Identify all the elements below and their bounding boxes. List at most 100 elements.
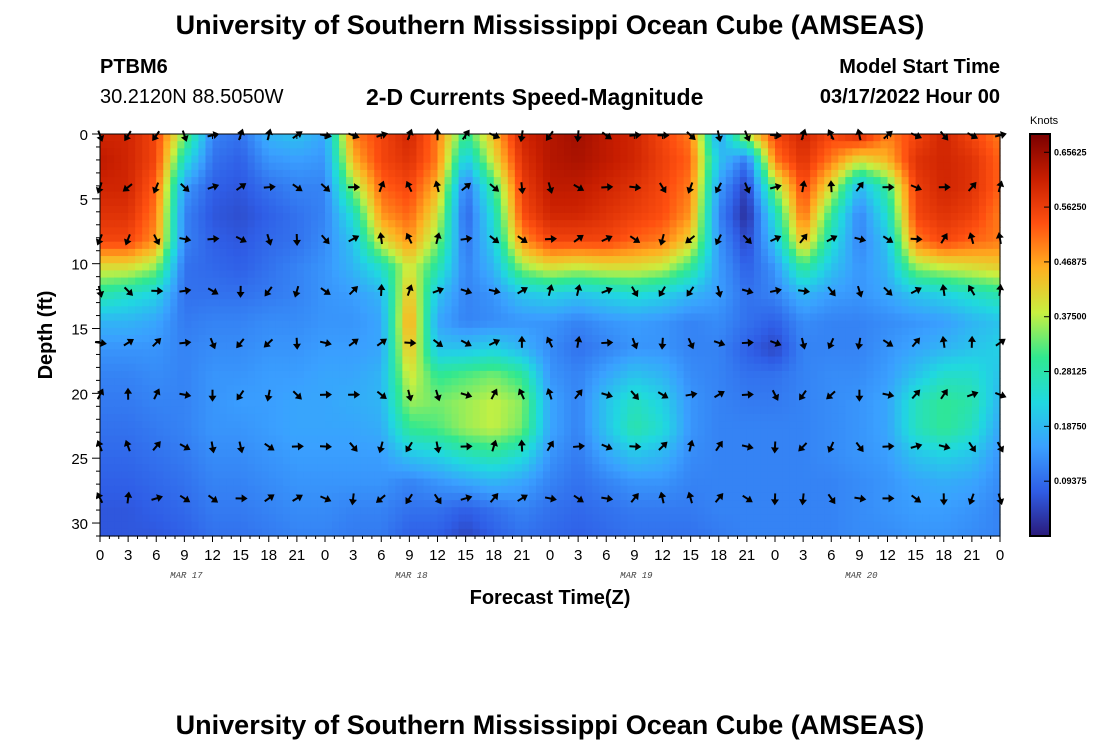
heatmap-cell <box>929 399 938 408</box>
heatmap-cell <box>838 191 846 200</box>
heatmap-cell <box>683 248 692 257</box>
heatmap-cell <box>557 363 565 372</box>
heatmap-cell <box>521 148 530 157</box>
heatmap-cell <box>535 191 544 200</box>
heatmap-cell <box>620 320 628 329</box>
heatmap-cell <box>339 155 347 164</box>
heatmap-cell <box>156 327 164 336</box>
heatmap-cell <box>268 385 277 394</box>
heatmap-cell <box>585 291 593 300</box>
heatmap-cell <box>282 148 291 157</box>
heatmap-cell <box>606 306 614 315</box>
heatmap-cell <box>845 342 853 350</box>
heatmap-cell <box>325 205 333 214</box>
heatmap-cell <box>620 263 628 271</box>
heatmap-cell <box>824 349 832 358</box>
heatmap-cell <box>950 134 959 142</box>
heatmap-cell <box>760 363 769 372</box>
heatmap-cell <box>704 356 713 365</box>
heatmap-cell <box>128 284 136 293</box>
heatmap-cell <box>381 406 389 415</box>
heatmap-cell <box>121 356 129 365</box>
heatmap-cell <box>205 291 214 300</box>
heatmap-cell <box>388 191 396 200</box>
heatmap-cell <box>465 191 474 200</box>
heatmap-cell <box>521 191 530 200</box>
heatmap-cell <box>943 177 952 185</box>
heatmap-cell <box>240 392 249 401</box>
heatmap-cell <box>521 291 530 300</box>
heatmap-cell <box>346 198 354 207</box>
heatmap-cell <box>845 284 853 293</box>
heatmap-cell <box>880 241 889 250</box>
heatmap-cell <box>430 205 439 214</box>
heatmap-cell <box>451 284 460 293</box>
heatmap-cell <box>782 399 790 408</box>
heatmap-cell <box>873 356 882 365</box>
heatmap-cell <box>402 291 410 300</box>
heatmap-cell <box>430 256 439 264</box>
heatmap-cell <box>219 291 228 300</box>
heatmap-cell <box>198 162 207 171</box>
heatmap-cell <box>641 148 650 157</box>
heatmap-cell <box>894 349 903 358</box>
heatmap-cell <box>226 248 235 257</box>
heatmap-cell <box>894 356 903 365</box>
heatmap-cell <box>739 342 748 350</box>
heatmap-cell <box>578 256 586 264</box>
heatmap-cell <box>472 313 481 322</box>
heatmap-cell <box>360 162 368 171</box>
heatmap-cell <box>240 378 249 386</box>
heatmap-cell <box>683 284 692 293</box>
heatmap-cell <box>789 234 797 243</box>
heatmap-cell <box>444 205 453 214</box>
heatmap-cell <box>964 212 973 221</box>
heatmap-cell <box>746 356 755 365</box>
heatmap-cell <box>416 177 425 185</box>
heatmap-cell <box>296 227 305 236</box>
heatmap-cell <box>922 162 931 171</box>
heatmap-cell <box>767 284 776 293</box>
heatmap-cell <box>838 313 846 322</box>
heatmap-cell <box>360 291 368 300</box>
heatmap-cell <box>606 342 614 350</box>
heatmap-cell <box>908 370 917 379</box>
heatmap-cell <box>282 392 291 401</box>
heatmap-cell <box>458 378 467 386</box>
heatmap-cell <box>592 227 600 236</box>
heatmap-cell <box>226 349 235 358</box>
heatmap-cell <box>325 299 333 307</box>
heatmap-cell <box>627 363 635 372</box>
heatmap-cell <box>282 385 291 394</box>
heatmap-cell <box>929 320 938 329</box>
heatmap-cell <box>458 162 467 171</box>
heatmap-cell <box>824 306 832 315</box>
heatmap-cell <box>697 248 706 257</box>
heatmap-cell <box>746 134 755 142</box>
heatmap-cell <box>465 406 474 415</box>
heatmap-cell <box>535 212 544 221</box>
heatmap-cell <box>599 141 607 149</box>
station-id: PTBM6 <box>100 56 168 78</box>
heatmap-cell <box>824 335 832 343</box>
heatmap-cell <box>697 313 706 322</box>
heatmap-cell <box>114 148 122 157</box>
heatmap-cell <box>423 162 432 171</box>
heatmap-cell <box>226 198 235 207</box>
heatmap-cell <box>360 406 368 415</box>
heatmap-cell <box>789 220 797 228</box>
heatmap-cell <box>507 241 516 250</box>
heatmap-cell <box>901 349 910 358</box>
heatmap-cell <box>606 363 614 372</box>
heatmap-cell <box>275 399 284 408</box>
heatmap-cell <box>254 385 263 394</box>
heatmap-cell <box>655 406 664 415</box>
heatmap-cell <box>507 313 516 322</box>
heatmap-cell <box>135 392 143 401</box>
heatmap-cell <box>402 241 410 250</box>
heatmap-cell <box>894 277 903 286</box>
heatmap-cell <box>718 399 727 408</box>
heatmap-cell <box>985 263 994 271</box>
heatmap-cell <box>451 134 460 142</box>
heatmap-cell <box>648 155 657 164</box>
